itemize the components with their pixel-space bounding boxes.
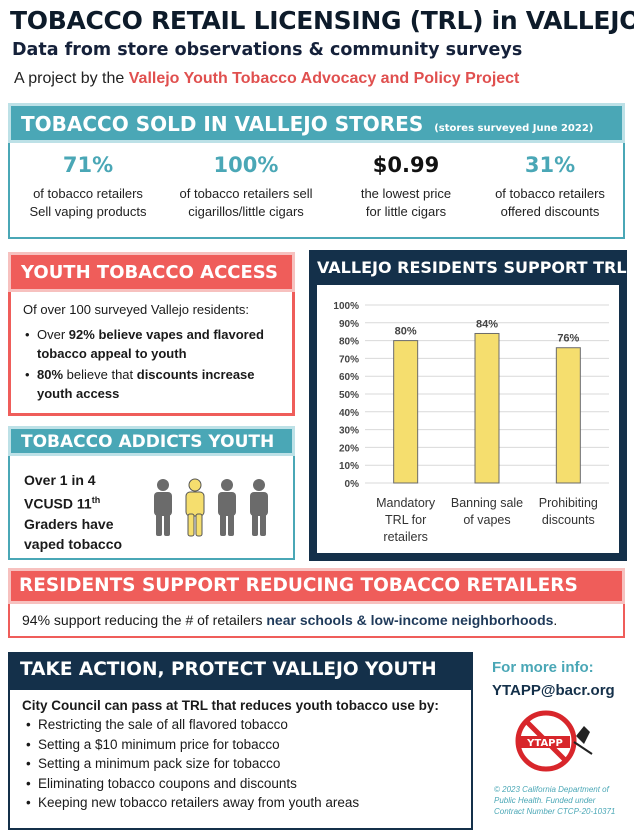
stat-description: of tobacco retailers Sell vaping products — [29, 186, 147, 219]
youth-access-list: Over 92% believe vapes and flavored toba… — [23, 325, 280, 403]
youth-access-box: Of over 100 surveyed Vallejo residents: … — [8, 292, 295, 416]
stat-discounts: 31% of tobacco retailers offered discount… — [486, 153, 614, 221]
list-item: Over 92% believe vapes and flavored toba… — [23, 325, 280, 363]
byline-prefix: A project by the — [14, 70, 125, 87]
sold-section-title: TOBACCO SOLD IN VALLEJO STORES — [21, 112, 424, 136]
y-tick-label: 0% — [345, 479, 360, 490]
x-tick-label: of vapes — [463, 513, 510, 527]
stats-box: 71% of tobacco retailers Sell vaping prod… — [8, 143, 625, 239]
y-tick-label: 60% — [339, 372, 359, 383]
x-tick-label: retailers — [383, 530, 427, 544]
info-email-link[interactable]: YTAPP@bacr.org — [492, 682, 615, 699]
sold-section-header: TOBACCO SOLD IN VALLEJO STORES (stores s… — [8, 103, 625, 143]
data-label: 76% — [557, 333, 579, 345]
stat-value: 100% — [213, 153, 279, 177]
stat-description: of tobacco retailers sell cigarillos/litt… — [179, 186, 313, 219]
person-highlight-icon — [185, 478, 205, 537]
y-tick-label: 90% — [339, 319, 359, 330]
list-item: Setting a $10 minimum price for tobacco — [22, 735, 459, 755]
x-tick-label: Banning sale — [451, 496, 523, 510]
chart-title: VALLEJO RESIDENTS SUPPORT TRLs — [317, 258, 634, 277]
stat-value: $0.99 — [372, 153, 440, 177]
byline-org: Vallejo Youth Tobacco Advocacy and Polic… — [128, 70, 520, 87]
addicts-box: Over 1 in 4 VCUSD 11th Graders have vape… — [8, 456, 295, 560]
list-item: 80% believe that discounts increase yout… — [23, 365, 280, 403]
stat-cigarillos: 100% of tobacco retailers sell cigarillos… — [168, 153, 324, 221]
reduce-header: RESIDENTS SUPPORT REDUCING TOBACCO RETAI… — [8, 568, 625, 604]
youth-access-intro: Of over 100 surveyed Vallejo residents: — [23, 302, 249, 317]
y-tick-label: 70% — [339, 354, 359, 365]
bar-chart: 0% 10% 20% 30% 40% 50% 60% 70% 80% 90% 100% 80% Mand… — [333, 301, 609, 544]
ytapp-logo: YTAPP — [515, 710, 593, 772]
stat-description: the lowest price for little cigars — [360, 186, 452, 219]
list-item: Restricting the sale of all flavored tob… — [22, 715, 459, 735]
addicts-statement: Over 1 in 4 VCUSD 11th Graders have vape… — [24, 472, 123, 552]
y-tick-label: 30% — [339, 426, 359, 437]
list-item: Keeping new tobacco retailers away from … — [22, 793, 459, 813]
list-item: Setting a minimum pack size for tobacco — [22, 754, 459, 774]
action-list: Restricting the sale of all flavored tob… — [22, 715, 459, 813]
x-tick-label: TRL for — [385, 513, 426, 527]
y-tick-label: 10% — [339, 461, 359, 472]
stat-value: 71% — [62, 153, 114, 177]
person-icon — [218, 479, 236, 536]
support-panel: VALLEJO RESIDENTS SUPPORT TRLs 0% 10% 20% 3… — [309, 250, 634, 561]
reduce-box: 94% support reducing the # of retailers … — [8, 604, 625, 638]
reduce-text-end: . — [553, 612, 558, 628]
stat-lowest-price: $0.99 the lowest price for little cigars — [346, 153, 466, 221]
y-tick-label: 80% — [339, 337, 359, 348]
funding-notice: © 2023 California Department of Public H… — [494, 785, 616, 816]
action-box: City Council can pass at TRL that reduce… — [8, 690, 473, 830]
x-tick-label: Prohibiting — [539, 496, 598, 510]
y-tick-label: 40% — [339, 408, 359, 419]
person-icon — [250, 479, 268, 536]
bar — [393, 340, 419, 484]
action-header: TAKE ACTION, PROTECT VALLEJO YOUTH — [8, 652, 473, 690]
x-tick-label: discounts — [542, 513, 595, 527]
sold-section-note: (stores surveyed June 2022) — [434, 123, 594, 134]
addicts-header: TOBACCO ADDICTS YOUTH — [8, 426, 295, 456]
y-tick-label: 100% — [333, 301, 359, 312]
stat-vaping: 71% of tobacco retailers Sell vaping prod… — [28, 153, 148, 221]
reduce-text: 94% support reducing the # of retailers — [22, 612, 267, 628]
person-icon — [154, 479, 172, 536]
logo-text: YTAPP — [526, 738, 563, 749]
action-lead: City Council can pass at TRL that reduce… — [22, 698, 439, 713]
reduce-highlight: near schools & low-income neighborhoods — [266, 612, 554, 628]
bar — [555, 347, 581, 484]
bar — [474, 332, 500, 484]
chart-area: 0% 10% 20% 30% 40% 50% 60% 70% 80% 90% 100% 80% Mand… — [317, 285, 619, 553]
stat-description: of tobacco retailers offered discounts — [495, 186, 605, 219]
y-tick-label: 50% — [339, 390, 359, 401]
byline: A project by the Vallejo Youth Tobacco A… — [14, 70, 519, 88]
page-subtitle: Data from store observations & community… — [12, 40, 523, 60]
x-tick-label: Mandatory — [376, 496, 436, 510]
page-title: TOBACCO RETAIL LICENSING (TRL) in VALLEJ… — [10, 6, 634, 35]
info-title: For more info: — [492, 659, 594, 676]
youth-access-header: YOUTH TOBACCO ACCESS — [8, 252, 295, 292]
data-label: 84% — [476, 318, 498, 330]
stat-value: 31% — [524, 153, 576, 177]
list-item: Eliminating tobacco coupons and discount… — [22, 774, 459, 794]
data-label: 80% — [395, 326, 417, 338]
y-tick-label: 20% — [339, 443, 359, 454]
